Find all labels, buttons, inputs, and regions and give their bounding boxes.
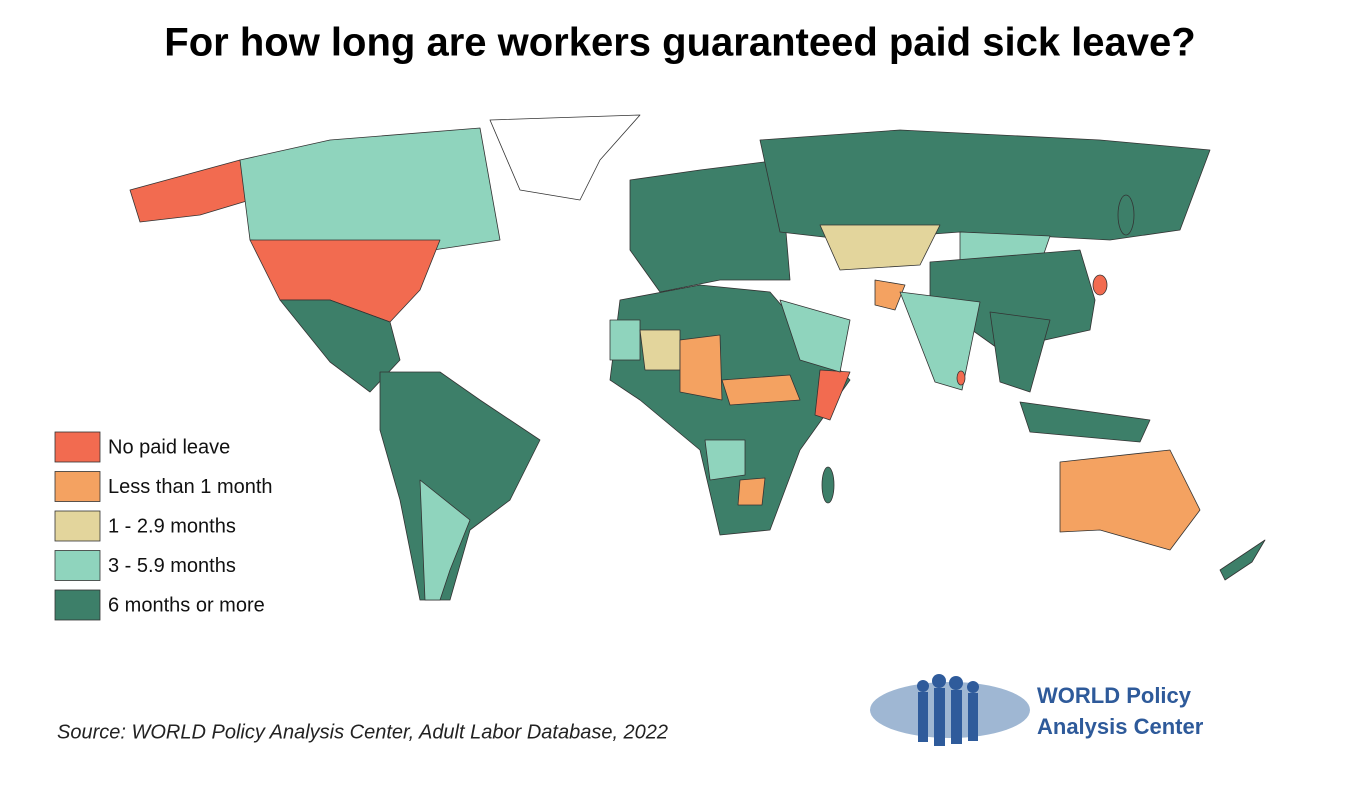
country (629, 159, 791, 293)
logo-map (870, 682, 1030, 738)
legend-swatch (54, 431, 101, 463)
legend-label: 6 months or more (108, 594, 265, 616)
country (1117, 194, 1135, 236)
country (874, 279, 906, 311)
legend-label: 3 - 5.9 months (108, 555, 236, 577)
country (819, 224, 941, 271)
country (129, 159, 251, 223)
title: For how long are workers guaranteed paid… (164, 21, 1195, 65)
country (679, 334, 723, 401)
logo-figures (917, 674, 979, 746)
legend-swatch (54, 589, 101, 621)
legend-label: 1 - 2.9 months (108, 515, 236, 537)
legend-label: No paid leave (108, 436, 230, 458)
legend-swatch (54, 550, 101, 581)
legend-label: Less than 1 month (108, 476, 273, 498)
country (1219, 539, 1266, 581)
logo: WORLD Policy Analysis Center (870, 674, 1204, 746)
country (1059, 449, 1201, 551)
legend: No paid leave Less than 1 month 1 - 2.9 mo… (54, 431, 273, 621)
country (379, 371, 541, 601)
country (279, 299, 401, 393)
world-map (129, 114, 1266, 601)
country (639, 329, 681, 371)
legend-swatch (54, 510, 101, 542)
country (899, 291, 981, 391)
legend-swatch (54, 471, 101, 502)
country (821, 466, 835, 504)
logo-text: Analysis Center (1037, 714, 1204, 739)
country (814, 369, 851, 421)
country (239, 127, 501, 253)
country (759, 129, 1211, 241)
country (956, 370, 966, 386)
country (1092, 274, 1108, 296)
country (721, 374, 801, 406)
source-note: Source: WORLD Policy Analysis Center, Ad… (57, 721, 668, 743)
country (779, 299, 851, 373)
country (419, 479, 471, 601)
country (704, 439, 746, 481)
country (989, 311, 1051, 393)
country (737, 477, 766, 506)
country (609, 319, 641, 361)
country (1019, 401, 1151, 443)
country (489, 114, 641, 201)
logo-text: WORLD Policy (1037, 683, 1192, 708)
